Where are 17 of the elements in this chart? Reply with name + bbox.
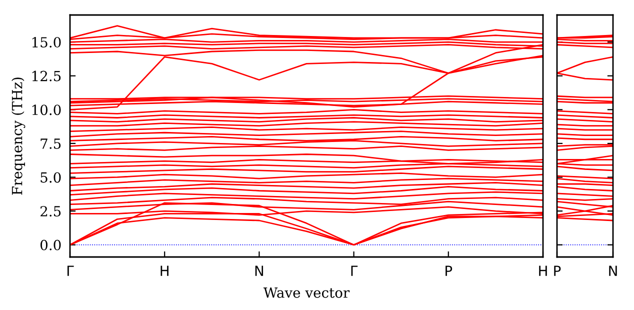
x-tick-label: H	[160, 266, 168, 276]
x-axis-title: Wave vector	[263, 288, 350, 298]
x-tick-label: Γ	[351, 266, 358, 276]
x-tick-label: P	[446, 266, 452, 276]
x-tick-label: H	[539, 266, 547, 276]
y-tick-label: 12.5	[32, 70, 61, 82]
x-tick-label: N	[255, 266, 264, 276]
y-tick-label: 5.0	[40, 172, 61, 183]
x-tick-label: P	[554, 266, 561, 276]
y-tick-label: 7.5	[40, 138, 61, 149]
y-tick-label: 10.0	[32, 104, 61, 116]
y-tick-label: 2.5	[40, 206, 61, 217]
x-tick-label: Γ	[67, 266, 74, 276]
y-tick-label: 15.0	[32, 37, 61, 48]
x-tick-label: N	[609, 266, 617, 276]
y-axis-title: Frequency (THz)	[12, 78, 26, 195]
y-tick-label: 0.0	[40, 240, 61, 250]
